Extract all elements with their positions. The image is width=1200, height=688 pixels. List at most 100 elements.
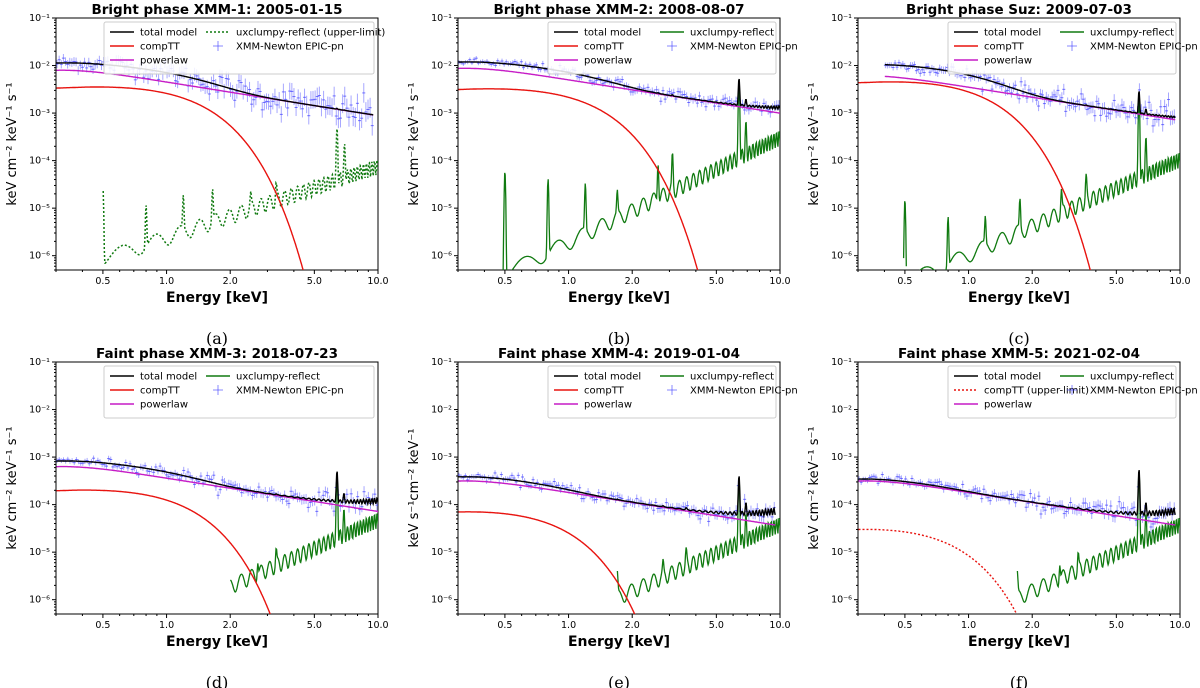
legend: total model compTT powerlaw uxclumpy-reflec… [547,365,798,419]
data-point [1081,93,1085,105]
data-point [1031,496,1035,506]
legend-box [547,21,777,75]
data-point [216,491,220,500]
data-point [685,92,689,101]
reflect-model-line [902,99,1180,270]
data-point [521,474,525,480]
data-point [990,84,994,94]
data-point [936,69,940,77]
y-tick-label: 10⁻² [831,405,852,416]
data-point [605,76,609,84]
x-tick-label: 2.0 [223,620,238,631]
data-point [1045,498,1049,508]
data-point [698,514,702,524]
data-point [1009,88,1013,98]
data-point [643,501,647,510]
legend-label: powerlaw [140,56,188,67]
legend-label: powerlaw [140,400,188,411]
legend-entry-data: XMM-Newton EPIC-pn [213,41,344,53]
x-tick-label: 0.5 [897,276,912,287]
comptt-model-line [858,528,1018,614]
legend-label: XMM-Newton EPIC-pn [1090,42,1198,53]
data-point [474,56,478,61]
plot-frame [55,17,379,271]
data-point [880,471,884,478]
legend: total model compTT powerlaw uxclumpy-reflec… [547,21,798,75]
data-point [190,475,194,483]
data-point [707,516,711,527]
data-point [1073,101,1077,113]
data-point [203,80,207,95]
legend-entry-comptt: compTT [554,386,625,397]
x-axis-label: Energy [keV] [968,634,1070,650]
legend-box [547,365,777,419]
comptt-model-line [458,88,699,270]
data-point [290,82,294,100]
data-point [1105,499,1109,511]
legend-label: uxclumpy-reflect (upper-limit) [236,28,385,39]
data-point [59,60,63,69]
x-tick-label: 10.0 [769,620,790,631]
legend-label: total model [584,372,641,383]
data-point [287,498,291,509]
x-tick-label: 1.0 [159,276,174,287]
data-point [590,79,594,86]
x-tick-label: 10.0 [1169,276,1190,287]
x-tick-label: 1.0 [561,620,576,631]
y-tick-label: 10⁻⁵ [431,547,452,558]
y-tick-label: 10⁻⁴ [29,156,50,167]
data-point [272,488,276,498]
data-point [493,470,497,476]
data-point [360,108,364,128]
legend-entry-total: total model [954,372,1041,383]
plot-area [858,59,1180,270]
x-tick-label: 5.0 [307,620,322,631]
legend: total model compTT powerlaw uxclumpy-reflec… [103,365,375,419]
data-point [334,106,338,126]
legend-entry-reflect: uxclumpy-reflect [1060,28,1174,39]
data-point [1165,103,1169,118]
legend-label: total model [984,28,1041,39]
data-point [911,62,915,69]
plot-frame [857,17,1181,271]
data-point [99,60,103,71]
data-point [269,98,273,115]
y-tick-label: 10⁻² [29,61,50,72]
data-series-epic-pn [858,471,1176,534]
data-point [980,494,984,503]
data-point [328,96,332,116]
data-point [1056,84,1060,96]
data-point [286,99,290,117]
data-point [969,73,973,82]
data-point [267,93,271,110]
legend-box [947,365,1177,419]
data-point [1151,517,1155,531]
data-point [1095,95,1099,108]
total-model-line [884,63,1176,119]
chart-title: Bright phase XMM-1: 2005-01-15 [91,2,342,18]
y-tick-label: 10⁻² [831,61,852,72]
chart-title: Bright phase Suz: 2009-07-03 [906,2,1132,18]
data-point [1109,500,1113,512]
legend-entry-powerlaw: powerlaw [554,56,632,67]
data-point [157,73,161,86]
data-point [61,53,65,63]
data-point [472,57,476,62]
data-point [1099,109,1103,122]
data-point [973,484,977,493]
y-tick-label: 10⁻² [29,405,50,416]
chart-panel-4: Faint phase XMM-3: 2018-07-23 10⁻⁶ 10⁻⁵ 10⁻… [5,346,389,688]
data-point [1068,99,1072,112]
y-axis-label: keV cm⁻² keV⁻¹ s⁻¹ [807,82,822,205]
legend-entry-powerlaw: powerlaw [110,400,188,411]
data-point [1064,105,1068,117]
data-point [1042,98,1046,109]
panel-caption: (c) [1008,329,1029,348]
data-point [137,471,141,478]
data-point [1163,99,1167,114]
data-point [355,93,359,113]
panel-caption: (b) [608,329,631,348]
data-point [932,66,936,74]
data-point [281,83,285,101]
